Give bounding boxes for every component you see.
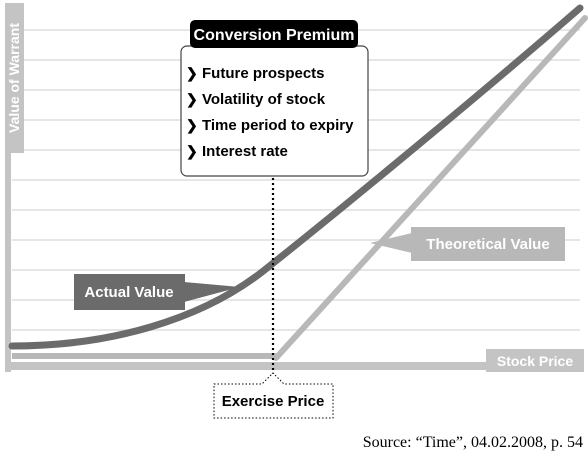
- actual-label-bg: [74, 274, 185, 310]
- theoretical-label-bg: [411, 227, 565, 261]
- bullet-icon: ❯: [186, 65, 198, 82]
- premium-item-text: Interest rate: [202, 143, 288, 160]
- bullet-icon: ❯: [186, 143, 198, 160]
- premium-item: ❯ Future prospects: [186, 65, 325, 82]
- premium-item-text: Volatility of stock: [202, 91, 326, 108]
- premium-item: ❯ Volatility of stock: [186, 91, 326, 108]
- actual-callout-pointer: [184, 282, 240, 302]
- actual-value-label: Actual Value: [84, 284, 173, 301]
- conversion-premium-box: Conversion Premium ❯ Future prospects ❯ …: [180, 20, 369, 177]
- actual-value-callout: Actual Value: [74, 274, 240, 310]
- premium-item-text: Future prospects: [202, 65, 325, 82]
- theoretical-callout-pointer: [370, 233, 412, 253]
- x-axis-label: Stock Price: [497, 353, 573, 369]
- theoretical-value-callout: Theoretical Value: [370, 227, 565, 261]
- theoretical-value-line: [12, 15, 588, 361]
- y-axis-line: [5, 150, 11, 372]
- y-axis-label-bar: [5, 3, 24, 153]
- exercise-price-label: Exercise Price: [222, 393, 325, 410]
- bullet-icon: ❯: [186, 117, 198, 134]
- source-caption: Source: “Time”, 04.02.2008, p. 54: [363, 434, 583, 451]
- bullet-icon: ❯: [186, 91, 198, 108]
- premium-item-text: Time period to expiry: [202, 117, 354, 134]
- x-axis-line: [5, 362, 490, 370]
- premium-item: ❯ Time period to expiry: [186, 117, 354, 134]
- theoretical-value-label: Theoretical Value: [426, 236, 549, 253]
- y-axis-label: Value of Warrant: [6, 23, 22, 133]
- premium-title-bg: [190, 20, 358, 48]
- premium-item: ❯ Interest rate: [186, 143, 288, 160]
- exercise-price-box: [213, 372, 334, 419]
- exercise-price-callout: Exercise Price: [213, 372, 334, 419]
- premium-title: Conversion Premium: [194, 27, 355, 44]
- actual-value-curve: [8, 4, 584, 350]
- x-axis-label-bar: [486, 349, 584, 372]
